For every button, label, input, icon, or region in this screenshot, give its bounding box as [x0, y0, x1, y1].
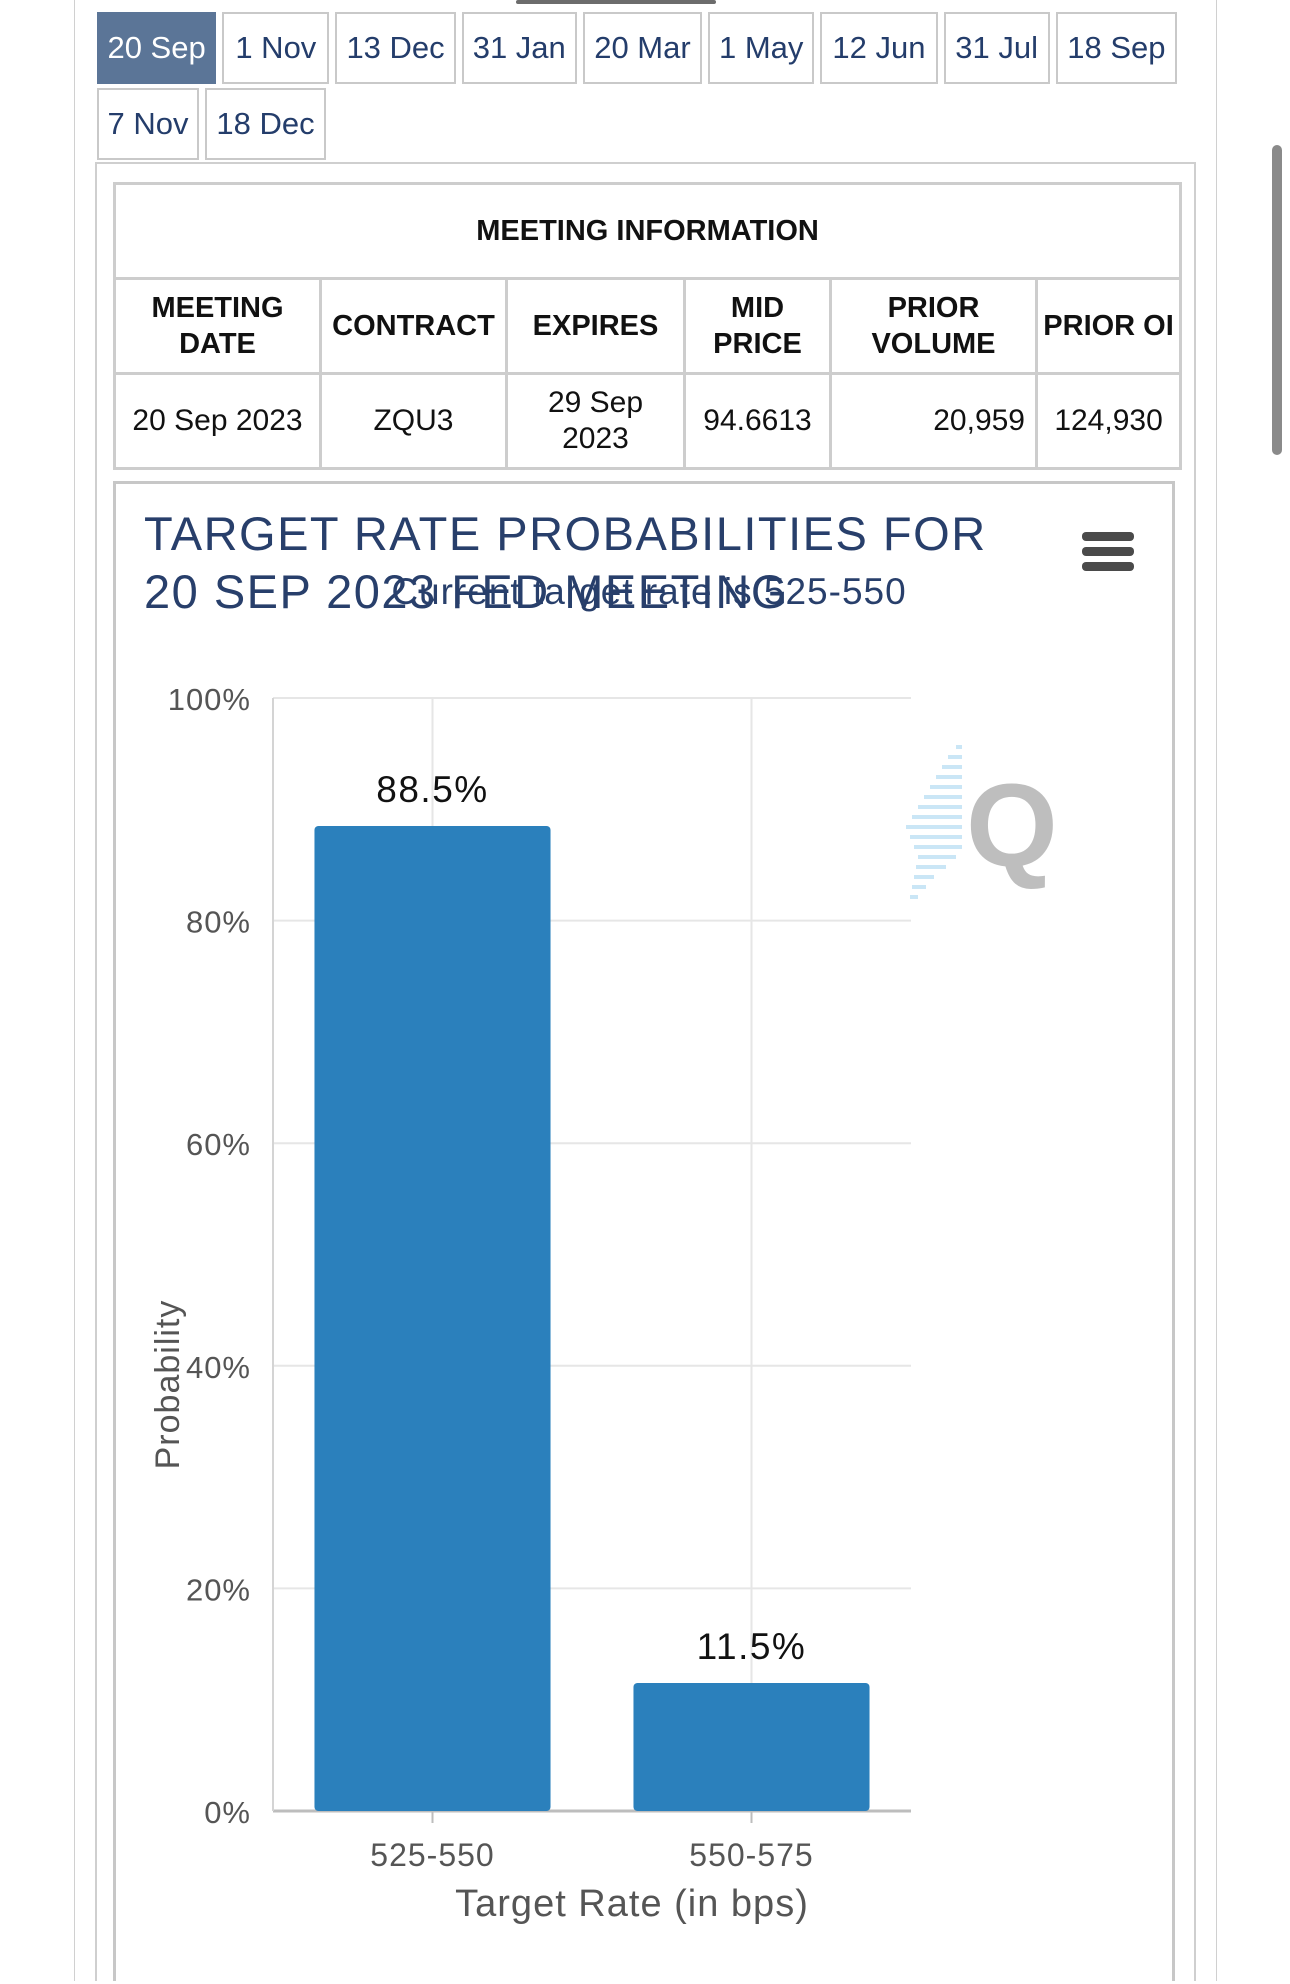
cell-prior-volume: 20,959	[829, 372, 1038, 470]
svg-text:Q: Q	[966, 760, 1058, 892]
chart-title-line-1: TARGET RATE PROBABILITIES FOR	[144, 507, 987, 560]
y-tick-label: 40%	[186, 1350, 251, 1385]
page-frame-left	[74, 0, 75, 1981]
x-axis-title: Target Rate (in bps)	[455, 1883, 809, 1925]
meeting-tabs-row-1: 20 Sep 1 Nov 13 Dec 31 Jan 20 Mar 1 May …	[97, 12, 1177, 84]
table-row: 20 Sep 2023 ZQU3 29 Sep 2023 94.6613 20,…	[113, 372, 1183, 470]
header-prior-oi: PRIOR OI	[1034, 277, 1183, 375]
cell-mid-price: 94.6613	[683, 372, 832, 470]
cell-contract: ZQU3	[319, 372, 508, 470]
meeting-panel	[95, 162, 1196, 1981]
y-tick-label: 80%	[186, 905, 251, 940]
tab-meeting-31-jan[interactable]: 31 Jan	[461, 12, 577, 84]
x-tick-label: 525-550	[370, 1837, 494, 1873]
tab-meeting-18-dec[interactable]: 18 Dec	[205, 88, 326, 160]
cell-prior-oi: 124,930	[1034, 372, 1183, 470]
header-meeting-date: MEETING DATE	[113, 277, 322, 375]
tab-meeting-1-may[interactable]: 1 May	[708, 12, 815, 84]
chart-title-line-2: 20 SEP 2023 FED MEETING	[144, 565, 789, 618]
header-mid-price: MID PRICE	[683, 277, 832, 375]
tab-meeting-20-mar[interactable]: 20 Mar	[582, 12, 703, 84]
y-tick-label: 100%	[168, 682, 251, 717]
tab-meeting-13-dec[interactable]: 13 Dec	[335, 12, 456, 84]
header-contract: CONTRACT	[319, 277, 508, 375]
header-expires: EXPIRES	[505, 277, 686, 375]
meeting-information-heading: MEETING INFORMATION	[112, 182, 1183, 280]
y-axis-title: Probability	[149, 1300, 187, 1470]
tab-meeting-31-jul[interactable]: 31 Jul	[943, 12, 1050, 84]
data-label: 11.5%	[697, 1626, 807, 1667]
header-prior-volume: PRIOR VOLUME	[829, 277, 1038, 375]
cell-expires: 29 Sep 2023	[505, 372, 686, 470]
x-tick-label: 550-575	[689, 1837, 813, 1873]
tab-meeting-1-nov[interactable]: 1 Nov	[222, 12, 330, 84]
bar	[633, 1683, 870, 1811]
meeting-tabs: 20 Sep 1 Nov 13 Dec 31 Jan 20 Mar 1 May …	[97, 12, 1177, 164]
chart-canvas: TARGET RATE PROBABILITIES FOR 20 SEP 202…	[144, 507, 1058, 1925]
meeting-information-table: MEETING INFORMATION MEETING DATE CONTRAC…	[112, 182, 1183, 470]
tab-meeting-7-nov[interactable]: 7 Nov	[97, 88, 199, 160]
hamburger-menu-icon[interactable]	[1082, 532, 1134, 576]
tab-meeting-18-sep[interactable]: 18 Sep	[1055, 12, 1177, 84]
y-tick-label: 0%	[204, 1795, 251, 1830]
y-tick-label: 60%	[186, 1127, 251, 1162]
tab-meeting-20-sep[interactable]: 20 Sep	[97, 12, 217, 84]
top-handle-bar	[516, 0, 716, 4]
data-label: 88.5%	[376, 769, 488, 810]
bar	[314, 825, 551, 1811]
target-rate-chart: TARGET RATE PROBABILITIES FOR 20 SEP 202…	[113, 481, 1175, 1981]
tab-meeting-12-jun[interactable]: 12 Jun	[820, 12, 938, 84]
cell-meeting-date: 20 Sep 2023	[113, 372, 322, 470]
y-tick-label: 20%	[186, 1572, 251, 1607]
page-frame-right	[1216, 0, 1217, 1981]
page-scrollbar[interactable]	[1272, 145, 1282, 455]
q-logo-icon: Q	[906, 745, 1058, 899]
chart-subtitle: Current target rate is 525-550	[391, 571, 906, 612]
meeting-tabs-row-2: 7 Nov 18 Dec	[97, 88, 1177, 160]
